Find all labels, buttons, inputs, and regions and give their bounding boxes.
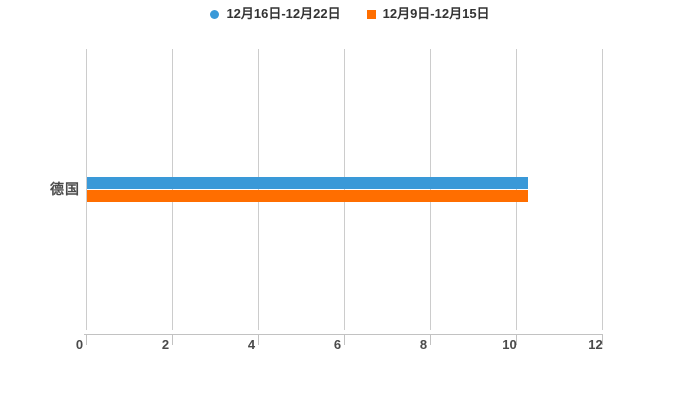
legend-item-week-dec16-22[interactable]: 12月16日-12月22日 bbox=[210, 5, 341, 23]
y-axis-category-label: 德国 bbox=[50, 181, 80, 197]
x-axis-tick bbox=[171, 335, 173, 345]
x-axis-tick-label: 8 bbox=[419, 337, 428, 352]
x-axis-tick-label: 4 bbox=[247, 337, 256, 352]
x-axis-tick-label: 2 bbox=[161, 337, 170, 352]
x-axis-tick bbox=[85, 335, 87, 345]
chart-legend: 12月16日-12月22日 12月9日-12月15日 bbox=[0, 5, 700, 23]
x-axis-tick-label: 10 bbox=[502, 337, 517, 352]
x-axis-tick bbox=[601, 335, 603, 345]
x-axis-tick bbox=[257, 335, 259, 345]
gridline bbox=[601, 49, 603, 330]
bar-series-0[interactable] bbox=[86, 176, 529, 189]
x-axis-tick-label: 6 bbox=[333, 337, 342, 352]
legend-item-week-dec9-15[interactable]: 12月9日-12月15日 bbox=[366, 5, 490, 23]
x-axis-tick bbox=[515, 335, 517, 345]
x-axis-tick bbox=[429, 335, 431, 345]
x-axis-line bbox=[84, 334, 603, 335]
x-axis-tick-label: 0 bbox=[75, 337, 84, 352]
legend-label: 12月16日-12月22日 bbox=[226, 6, 341, 21]
legend-marker-square-icon bbox=[366, 9, 376, 19]
x-axis-tick-label: 12 bbox=[588, 337, 603, 352]
legend-label: 12月9日-12月15日 bbox=[382, 6, 490, 21]
gridline bbox=[85, 49, 87, 330]
x-axis-tick bbox=[343, 335, 345, 345]
bar-series-1[interactable] bbox=[86, 189, 529, 202]
legend-marker-circle-icon bbox=[210, 9, 220, 19]
